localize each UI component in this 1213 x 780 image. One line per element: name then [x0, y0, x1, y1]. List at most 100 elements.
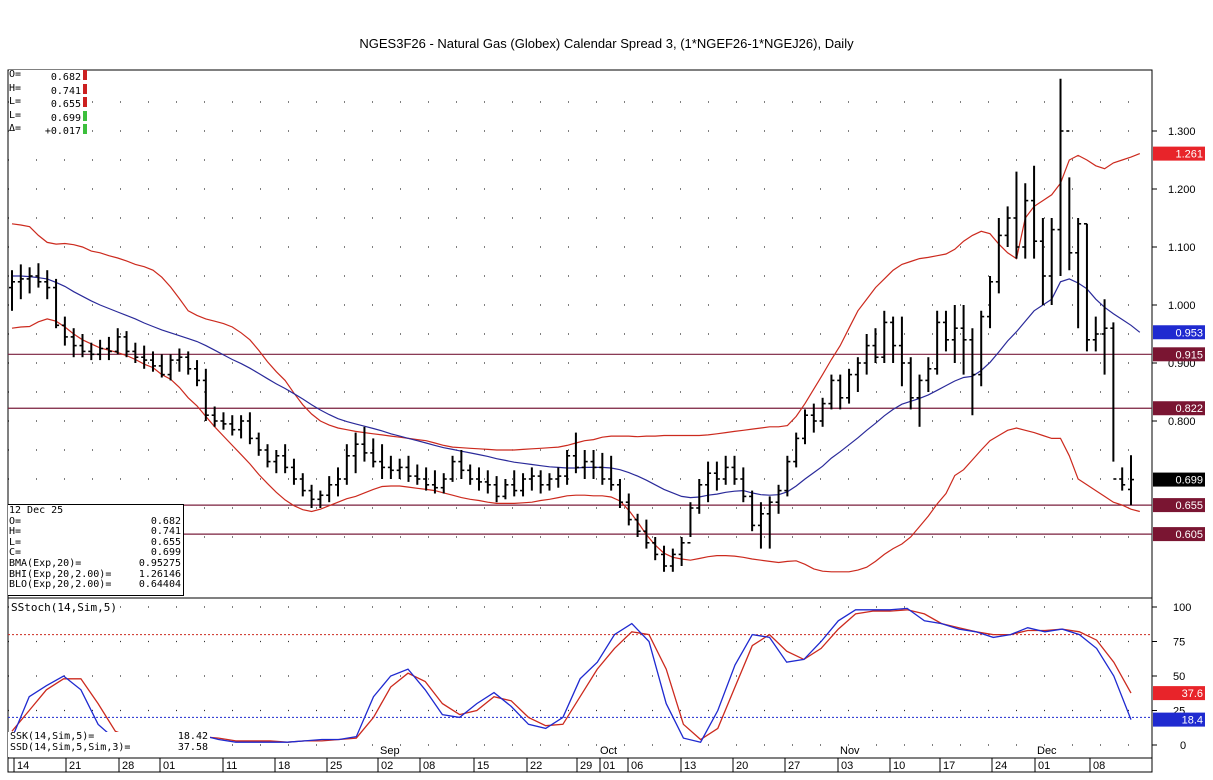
ohlc-bar [810, 403, 817, 433]
price-tick-label: 1.300 [1168, 126, 1196, 138]
month-label: Oct [600, 745, 617, 757]
ohlc-bar [696, 479, 703, 514]
ohlc-bar [361, 426, 368, 462]
ohlc-bar [299, 473, 306, 497]
data-window-value: 0.95275 [138, 557, 181, 569]
bollinger-upper-band [11, 153, 1141, 451]
date-axis-label: 01 [163, 760, 175, 772]
ohlc-bar [987, 276, 994, 329]
ohlc-bar [194, 360, 201, 387]
ohlc-readout-row: L= 0.655 [9, 97, 87, 111]
ohlc-bar [202, 368, 209, 421]
ohlc-bar [625, 493, 632, 526]
ohlc-bar [326, 476, 333, 503]
ohlc-bar [784, 455, 791, 497]
ohlc-bar [105, 336, 112, 361]
ohlc-bar [731, 455, 738, 485]
stoch-tick-label: 50 [1173, 671, 1185, 683]
date-axis-label: 11 [226, 760, 237, 772]
date-axis-label: 18 [278, 760, 290, 772]
price-tag-label: 0.699 [1175, 475, 1203, 487]
ohlc-bar [502, 479, 509, 500]
ohlc-bar [229, 415, 236, 436]
ohlc-bar [414, 464, 421, 485]
date-axis-label: 08 [1093, 760, 1105, 772]
ohlc-bar [837, 374, 844, 410]
data-window-value: 0.741 [150, 526, 181, 538]
ohlc-bar [775, 484, 782, 514]
ohlc-bar [211, 406, 218, 427]
ohlc-bar [819, 397, 826, 427]
date-axis-label: 22 [530, 760, 542, 772]
price-tag [1153, 498, 1205, 513]
ohlc-bar [1128, 455, 1134, 506]
month-label: Dec [1037, 745, 1057, 757]
ohlc-bar [740, 467, 747, 503]
price-tick-label: 1.100 [1168, 242, 1196, 254]
ohlc-bar [925, 357, 932, 392]
ohlc-bar [942, 310, 949, 352]
price-tag-label: 1.261 [1175, 149, 1203, 161]
price-tick-label: 1.200 [1168, 184, 1196, 196]
stoch-readout-label: SSD(14,Sim,5,Sim,3)= [10, 741, 131, 753]
date-axis-frame [7, 757, 1153, 773]
stoch-readout-row: SSD(14,Sim,5,Sim,3)= 37.58 [10, 741, 208, 754]
ohlc-readout-label: H= [9, 82, 22, 94]
date-axis-label: 21 [69, 760, 81, 772]
price-tag [1153, 527, 1205, 542]
ohlc-bar [167, 354, 174, 381]
ohlc-bar [220, 412, 227, 430]
stoch-tag [1153, 712, 1205, 727]
data-window-date: 12 Dec 25 [9, 505, 64, 516]
ohlc-bar [555, 467, 562, 488]
data-window-label: BMA(Exp,20)= [9, 557, 82, 569]
price-tag-label: 0.605 [1175, 529, 1203, 541]
data-window-value: 0.64404 [138, 579, 181, 591]
ohlc-bar [872, 328, 879, 363]
price-tick-label: 0.800 [1168, 416, 1196, 428]
data-window-value: 0.682 [150, 515, 181, 527]
ohlc-bar [1110, 322, 1117, 480]
ohlc-bar [1092, 316, 1099, 352]
ohlc-bar [1083, 223, 1090, 352]
ohlc-bar [53, 278, 60, 329]
data-window-label: BLO(Exp,20,2.00)= [9, 579, 112, 591]
ohlc-bar [238, 415, 245, 439]
ohlc-readout-row: L= 0.699 [9, 110, 87, 125]
chart-title: NGES3F26 - Natural Gas (Globex) Calendar… [359, 36, 854, 51]
price-tag [1153, 401, 1205, 416]
ohlc-color-marker [83, 124, 87, 135]
date-axis-label: 15 [477, 760, 489, 772]
ohlc-bar [70, 328, 77, 358]
data-window-row: C= 0.699 [9, 548, 183, 559]
ohlc-bar [132, 342, 139, 363]
ohlc-bar [890, 316, 897, 363]
ohlc-bar [449, 455, 456, 482]
ohlc-bar [61, 316, 68, 346]
data-window-value: 0.655 [150, 536, 181, 548]
ohlc-readout-row: O= 0.682 [9, 69, 87, 84]
bollinger-lower-band [11, 318, 1140, 573]
ohlc-readout-value: 0.655 [50, 99, 81, 111]
ohlc-readout-row: Δ= +0.017 [9, 124, 87, 138]
data-window-row: BHI(Exp,20,2.00)= 1.26146 [9, 569, 183, 581]
ohlc-bar [1101, 299, 1108, 375]
ohlc-bar [9, 270, 15, 311]
ohlc-color-marker [83, 110, 87, 121]
ohlc-bar [766, 496, 773, 549]
date-axis-label: 03 [841, 760, 853, 772]
data-window-row: BLO(Exp,20,2.00)= 0.64404 [9, 580, 183, 591]
ohlc-bar [1048, 218, 1055, 305]
price-tag [1153, 347, 1205, 362]
ohlc-bar [484, 470, 491, 494]
ohlc-bar [493, 476, 500, 503]
ohlc-bar [960, 305, 967, 375]
ohlc-bar [722, 455, 729, 485]
ohlc-bar [713, 461, 720, 491]
ohlc-bar [264, 444, 271, 468]
ohlc-bar [969, 328, 976, 416]
data-window: 12 Dec 25 O= 0.682 H= 0.741 L= 0.655 C= 0.699 BM… [8, 504, 184, 596]
ohlc-bar [978, 310, 985, 387]
ohlc-readout-row: H= 0.741 [9, 82, 87, 98]
